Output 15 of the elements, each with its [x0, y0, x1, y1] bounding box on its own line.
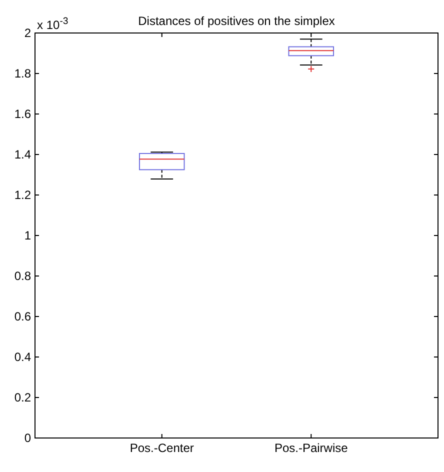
chart-title: Distances of positives on the simplex	[138, 14, 335, 28]
x-tick-label: Pos.-Center	[130, 441, 194, 455]
y-tick-label: 1.8	[14, 66, 32, 81]
y-tick-label: 0	[24, 431, 32, 446]
y-tick-label: 1.6	[14, 107, 32, 122]
y-tick-label: 0.4	[14, 350, 32, 364]
y-tick-label: 0.2	[14, 390, 32, 405]
y-tick-label: 1	[24, 228, 32, 243]
x-tick-label: Pos.-Pairwise	[274, 441, 348, 455]
text: x 10$^{-3}$	[37, 16, 68, 32]
y-tick-label: 1.2	[14, 188, 32, 202]
y-tick-label: 2	[24, 26, 32, 40]
y-tick-label: 0.6	[14, 310, 32, 324]
y-tick-label: 0.8	[14, 269, 32, 284]
y-tick-label: 1.4	[14, 148, 32, 162]
